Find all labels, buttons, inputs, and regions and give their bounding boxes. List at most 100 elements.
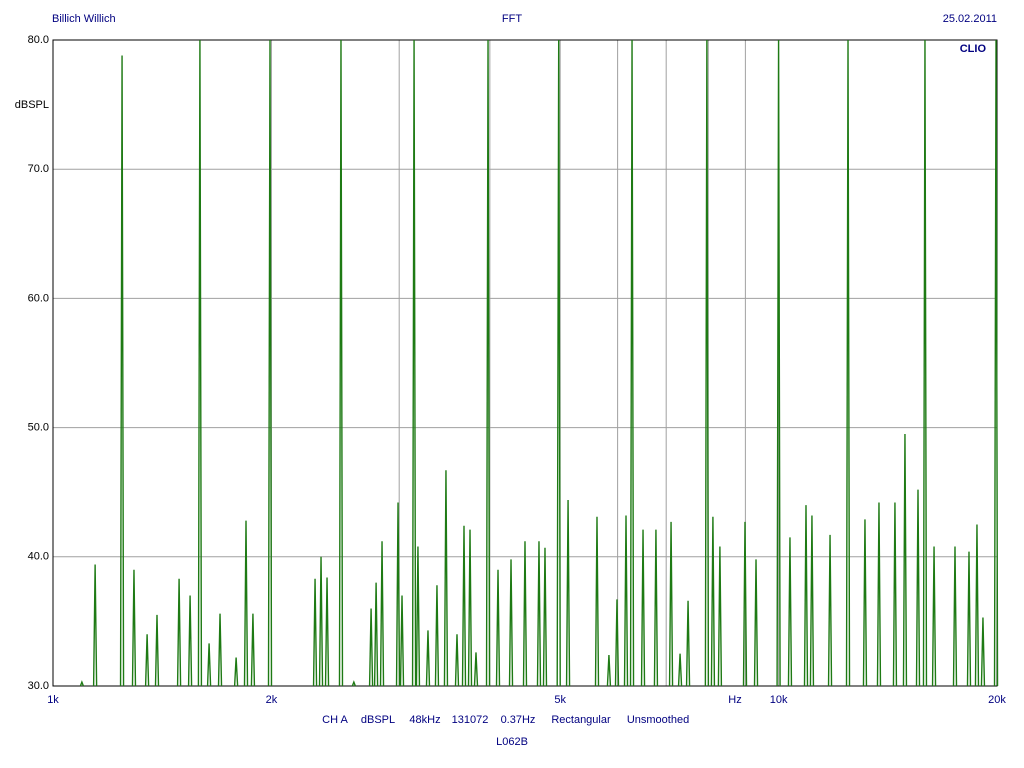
spectrum-peak (993, 39, 999, 687)
x-axis-label: Hz (728, 694, 741, 706)
y-tick-label: 30.0 (28, 680, 49, 692)
y-tick-label: 80.0 (28, 34, 49, 46)
x-tick-label: 5k (554, 694, 566, 706)
spectrum-peak (556, 39, 561, 687)
setting-item: 48kHz (409, 714, 440, 726)
spectrum-peak (542, 547, 548, 687)
spectrum-peak (677, 653, 683, 687)
spectrum-peak (710, 516, 716, 687)
spectrum-peak (606, 654, 612, 687)
date: 25.02.2011 (943, 13, 997, 25)
spectrum-peak (379, 541, 385, 687)
spectrum-peak (79, 680, 85, 687)
spectrum-peak (508, 559, 514, 687)
spectrum-peak (565, 499, 571, 687)
spectrum-peak (351, 680, 357, 687)
setting-item: dBSPL (361, 714, 395, 726)
spectrum-peak (495, 569, 501, 687)
spectrum-peak (704, 39, 710, 687)
spectrum-peak (197, 39, 203, 687)
spectrum-peak (629, 39, 635, 687)
spectrum-peak (373, 582, 379, 687)
spectrum-peak (338, 39, 344, 687)
spectrum-peak (892, 502, 898, 687)
spectrum-peak (312, 578, 318, 687)
spectrum-peak (931, 546, 937, 687)
spectrum-peak (653, 529, 659, 687)
spectrum-peak (803, 505, 809, 687)
x-tick-label: 2k (266, 694, 278, 706)
spectrum-peak (862, 519, 868, 687)
spectrum-peak (131, 569, 137, 687)
y-tick-label: 40.0 (28, 551, 49, 563)
spectrum-peak (119, 55, 125, 687)
spectrum-peak (787, 537, 793, 687)
spectrum-peak (454, 634, 460, 687)
spectrum-peak (809, 515, 815, 687)
x-tick-label: 20k (988, 694, 1006, 706)
y-tick-label: 50.0 (28, 422, 49, 434)
spectrum-peak (742, 521, 748, 687)
footnote: L062B (496, 736, 528, 748)
x-tick-label: 1k (47, 694, 59, 706)
spectrum-peak (776, 39, 781, 687)
spectrum-peak (485, 39, 491, 687)
spectrum-peak (467, 529, 473, 687)
spectrum-peak (176, 578, 182, 687)
spectrum-peak (594, 516, 600, 687)
setting-item: 0.37Hz (501, 714, 536, 726)
spectrum-peak (980, 617, 986, 687)
spectrum-peak (473, 652, 479, 687)
spectrum-peak (461, 525, 467, 687)
setting-item: Rectangular (551, 714, 611, 726)
spectrum-peak (425, 630, 431, 687)
y-tick-label: 60.0 (28, 292, 49, 304)
spectrum-peak (368, 608, 374, 687)
spectrum-peak (217, 613, 223, 687)
spectrum-peak (915, 489, 921, 687)
spectrum-peak (974, 524, 980, 687)
spectrum-peak (536, 541, 542, 687)
spectrum-peak (623, 515, 629, 687)
logo: CLIO (960, 43, 987, 55)
spectrum-peak (324, 577, 330, 687)
spectrum-peak (318, 556, 324, 687)
spectrum-peak (187, 595, 193, 687)
spectrum-peak (966, 551, 972, 687)
setting-item: CH A (322, 714, 348, 726)
spectrum-peak (827, 534, 833, 687)
setting-item: 131072 (452, 714, 489, 726)
spectrum-peak (922, 39, 928, 687)
spectrum-peak (876, 502, 882, 687)
spectrum-peak (640, 529, 646, 687)
spectrum-peak (902, 434, 908, 687)
y-axis-label: dBSPL (15, 99, 49, 111)
spectrum-peak (233, 657, 239, 687)
header-left: Billich Willich (52, 13, 116, 25)
spectrum-peak (411, 39, 417, 687)
setting-item: Unsmoothed (627, 714, 689, 726)
spectrum-peak (522, 541, 528, 687)
spectrum-peak (92, 564, 98, 687)
spectrum-peak (395, 502, 401, 687)
spectrum-peak (845, 39, 851, 687)
spectrum-peak (144, 634, 150, 687)
spectrum-peak (614, 599, 620, 687)
spectrum-peak (685, 600, 691, 687)
spectrum-peak (154, 614, 160, 687)
spectrum-peak (415, 546, 421, 687)
spectrum-peak (443, 470, 449, 687)
spectrum-peak (717, 546, 723, 687)
x-tick-label: 10k (770, 694, 788, 706)
spectrum-peak (434, 585, 440, 687)
y-tick-label: 70.0 (28, 163, 49, 175)
spectrum-peak (952, 546, 958, 687)
spectrum-peak (753, 559, 759, 687)
spectrum-peak (267, 39, 273, 687)
spectrum-peak (668, 521, 674, 687)
chart-title: FFT (502, 13, 522, 25)
spectrum-peak (243, 520, 249, 687)
spectrum-peak (206, 643, 212, 687)
